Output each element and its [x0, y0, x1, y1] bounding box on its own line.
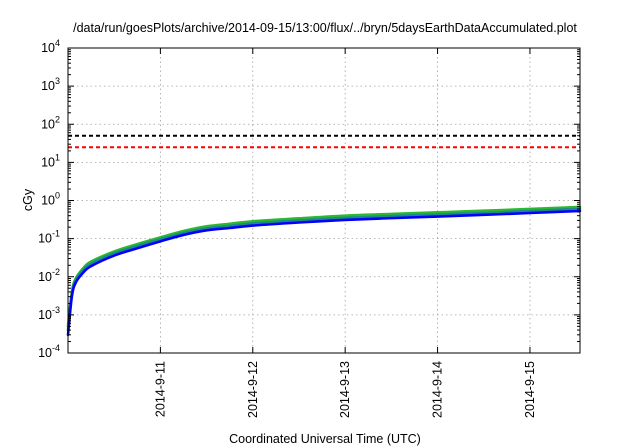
- y-tick-label: 10-1: [38, 229, 60, 246]
- y-axis-label: cGy: [21, 188, 35, 211]
- series-lines: [66, 205, 582, 337]
- y-tick-label: 10-4: [38, 343, 60, 360]
- y-tick-label: 104: [41, 38, 60, 55]
- grid: [68, 48, 580, 353]
- y-tick-label: 10-2: [38, 267, 60, 284]
- x-tick-label: 2014-9-13: [338, 361, 352, 418]
- y-tick-label: 103: [41, 76, 60, 93]
- axis-ticks: 10-4 10-3 10-2 10-1 100 101 102 103 104 2014-9-11…: [38, 38, 580, 418]
- data-series-line: [66, 209, 582, 337]
- x-tick-label: 2014-9-12: [246, 361, 260, 418]
- y-tick-label: 101: [41, 152, 60, 169]
- x-tick-label: 2014-9-14: [431, 361, 445, 418]
- x-axis-label: Coordinated Universal Time (UTC): [229, 432, 421, 446]
- x-tick-label: 2014-9-11: [153, 361, 167, 417]
- data-series-line: [66, 205, 582, 328]
- y-tick-label: 100: [41, 191, 60, 208]
- data-series-line: [66, 207, 582, 332]
- y-tick-label: 10-3: [38, 305, 60, 322]
- chart-title: /data/run/goesPlots/archive/2014-09-15/1…: [73, 21, 577, 35]
- reference-lines: [68, 134, 580, 149]
- y-tick-label: 102: [41, 114, 60, 131]
- x-tick-label: 2014-9-15: [523, 361, 537, 418]
